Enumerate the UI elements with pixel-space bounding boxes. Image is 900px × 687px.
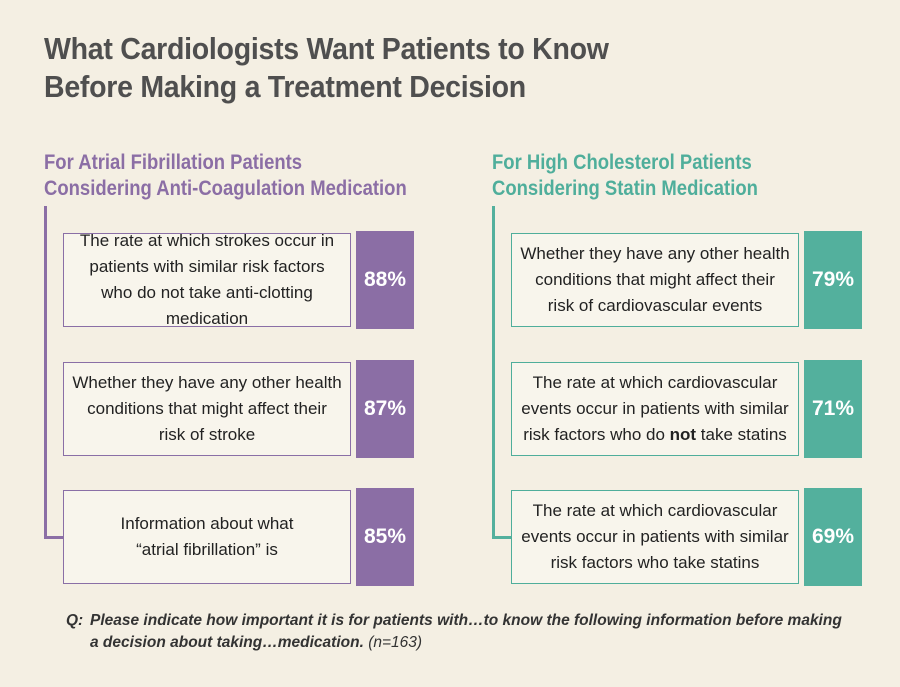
afib-heading: For Atrial Fibrillation Patients Conside…	[44, 150, 407, 202]
footnote-sample-size: (n=163)	[368, 634, 423, 651]
cholesterol-bracket	[492, 206, 515, 539]
cholesterol-row-1: Whether they have any other health condi…	[511, 231, 862, 331]
afib-row-3-value: 85%	[356, 488, 414, 586]
cholesterol-row-2-label: The rate at which cardiovascular events …	[520, 370, 790, 448]
cholesterol-row-3: The rate at which cardiovascular events …	[511, 488, 862, 588]
afib-row-1-text: The rate at which strokes occur in patie…	[63, 231, 351, 328]
footnote-line-2: a decision about taking…medication. (n=1…	[90, 632, 842, 654]
cholesterol-row-2-text-before: The rate at which cardiovascular events …	[521, 373, 789, 444]
afib-row-1-value: 88%	[356, 231, 414, 329]
afib-row-3-label: Information about what “atrial fibrillat…	[120, 514, 294, 559]
afib-row-1-label: The rate at which strokes occur in patie…	[79, 231, 335, 328]
cholesterol-heading-line-1: For High Cholesterol Patients	[492, 151, 752, 174]
footnote-body: Please indicate how important it is for …	[90, 610, 842, 654]
footnote-q-marker: Q:	[66, 612, 84, 629]
cholesterol-row-2-emphasis: not	[669, 425, 697, 444]
afib-bracket	[44, 206, 67, 539]
afib-row-2-label: Whether they have any other health condi…	[72, 373, 342, 444]
cholesterol-row-3-label: The rate at which cardiovascular events …	[521, 501, 789, 572]
title-line-1: What Cardiologists Want Patients to Know	[44, 31, 609, 66]
footnote-line-1: Please indicate how important it is for …	[90, 612, 842, 629]
cholesterol-row-3-value: 69%	[804, 488, 862, 586]
afib-row-2-value: 87%	[356, 360, 414, 458]
cholesterol-heading-line-2: Considering Statin Medication	[492, 177, 758, 200]
page-title: What Cardiologists Want Patients to Know…	[44, 30, 609, 106]
afib-row-1: The rate at which strokes occur in patie…	[63, 231, 414, 331]
cholesterol-row-3-text: The rate at which cardiovascular events …	[511, 490, 799, 584]
afib-row-3: Information about what “atrial fibrillat…	[63, 488, 414, 588]
cholesterol-row-2-value: 71%	[804, 360, 862, 458]
cholesterol-row-1-value: 79%	[804, 231, 862, 329]
afib-heading-line-1: For Atrial Fibrillation Patients	[44, 151, 303, 174]
cholesterol-row-2-text: The rate at which cardiovascular events …	[511, 362, 799, 456]
afib-heading-line-2: Considering Anti-Coagulation Medication	[44, 177, 407, 200]
footnote-line-2-text: a decision about taking…medication.	[90, 634, 364, 651]
afib-row-2: Whether they have any other health condi…	[63, 360, 414, 460]
cholesterol-row-1-label: Whether they have any other health condi…	[520, 244, 790, 315]
cholesterol-row-1-text: Whether they have any other health condi…	[511, 233, 799, 327]
afib-row-3-text: Information about what “atrial fibrillat…	[63, 490, 351, 584]
cholesterol-heading: For High Cholesterol Patients Considerin…	[492, 150, 758, 202]
cholesterol-row-2-text-after: take statins	[696, 425, 787, 444]
cholesterol-row-2: The rate at which cardiovascular events …	[511, 360, 862, 460]
title-line-2: Before Making a Treatment Decision	[44, 69, 526, 104]
afib-row-2-text: Whether they have any other health condi…	[63, 362, 351, 456]
